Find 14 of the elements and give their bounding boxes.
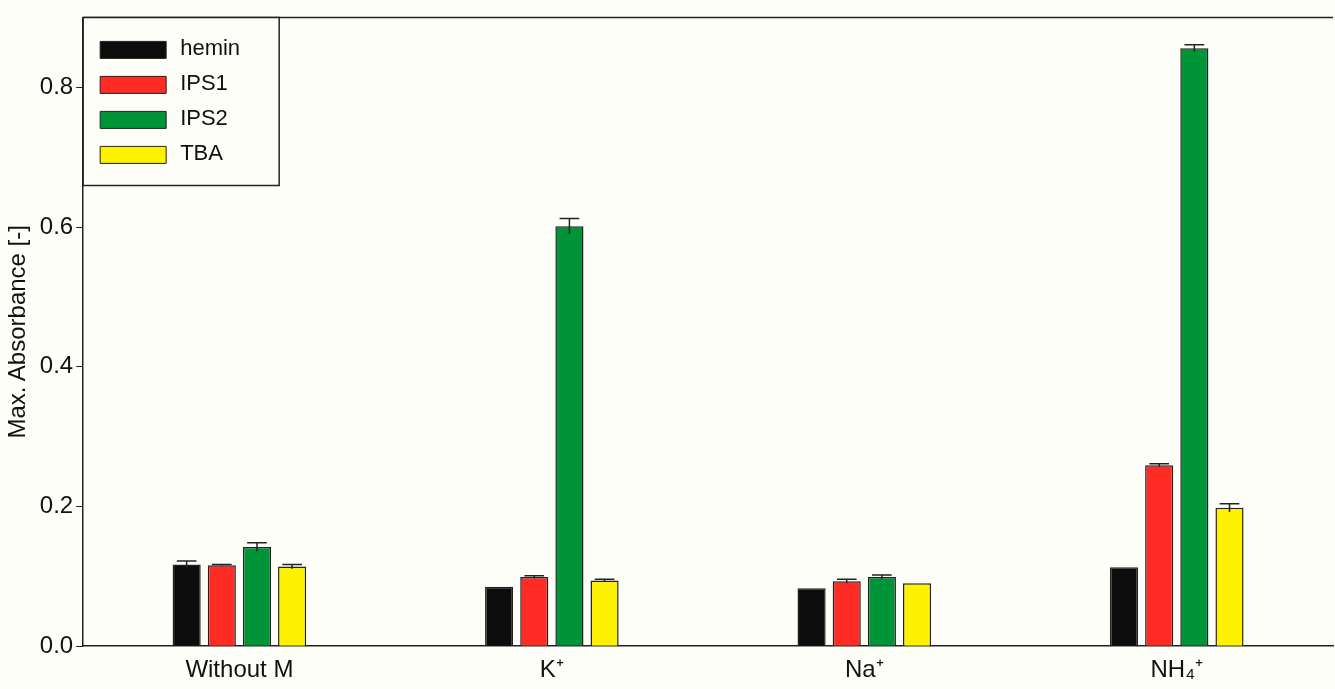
legend-label: IPS2 xyxy=(180,105,228,131)
x-tick-label: NH₄⁺ xyxy=(1150,655,1203,683)
y-tick-label: 0.6 xyxy=(39,211,74,239)
y-tick-label: 0.4 xyxy=(39,351,74,379)
y-axis-title: Max. Absorbance [-] xyxy=(3,225,31,439)
x-tick-label: Without M xyxy=(185,655,294,683)
x-tick-label: Na⁺ xyxy=(844,655,884,683)
legend-label: hemin xyxy=(180,35,241,61)
x-tick-label: K⁺ xyxy=(539,655,564,683)
y-tick-label: 0.8 xyxy=(39,71,74,99)
legend-label: IPS1 xyxy=(180,70,228,96)
legend-label: TBA xyxy=(180,140,224,166)
y-tick-label: 0.0 xyxy=(39,630,74,658)
y-tick-label: 0.2 xyxy=(39,491,74,519)
